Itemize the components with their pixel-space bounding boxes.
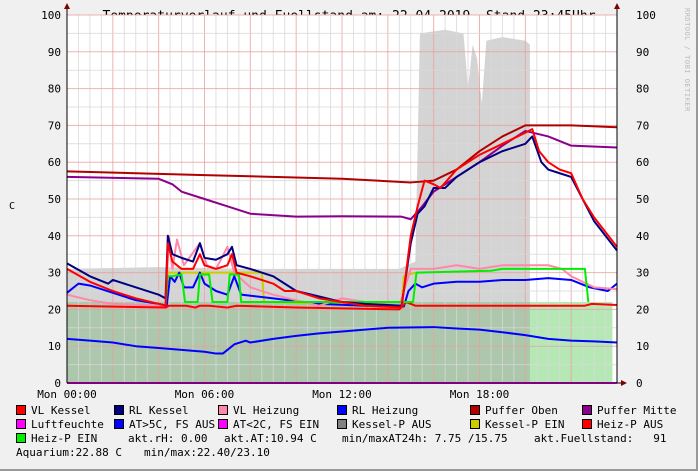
legend-label: Puffer Oben: [485, 404, 558, 417]
legend-swatch: [114, 419, 124, 429]
y-tick-label-right: 20: [636, 303, 649, 316]
legend-item: RL Kessel: [114, 404, 189, 417]
y-tick-label: 60: [48, 156, 61, 169]
legend-item: VL Heizung: [218, 404, 299, 417]
legend-swatch: [337, 405, 347, 415]
legend-item: Heiz-P EIN: [16, 432, 97, 445]
y-tick-label-right: 60: [636, 156, 649, 169]
stat-aquarium: Aquarium:22.88 C: [16, 446, 122, 459]
y-tick-label: 70: [48, 119, 61, 132]
y-tick-label: 40: [48, 230, 61, 243]
y-tick-label: 80: [48, 83, 61, 96]
x-tick-label: Mon 12:00: [312, 388, 372, 400]
y-tick-label-right: 70: [636, 119, 649, 132]
legend-label: Luftfeuchte: [31, 418, 104, 431]
legend-item: Kessel-P EIN: [470, 418, 564, 431]
x-tick-label: Mon 00:00: [37, 388, 97, 400]
x-tick-label: Mon 06:00: [175, 388, 235, 400]
y-tick-label-right: 100: [636, 9, 656, 22]
legend-item: VL Kessel: [16, 404, 91, 417]
legend-swatch: [114, 405, 124, 415]
series-line-heiz-p-aus: [66, 301, 618, 311]
area-fill-0: [67, 302, 613, 383]
legend-label: Kessel-P AUS: [352, 418, 432, 431]
chart-plot: 0 0 10 10 20 20 30 30 40 40 50 50 60 60 70 70 80 80 90 90 10…: [37, 3, 656, 400]
legend-label: VL Heizung: [233, 404, 300, 417]
legend-label: AT>5C, FS AUS: [129, 418, 216, 431]
stat-fuellstand: akt.Fuellstand: 91: [534, 432, 667, 445]
legend-label: RL Heizung: [352, 404, 419, 417]
stat-minmax-at: min/maxAT24h: 7.75 /15.75: [342, 432, 508, 445]
legend-label: AT<2C, FS EIN: [233, 418, 320, 431]
legend-label: Puffer Mitte: [597, 404, 677, 417]
y-tick-label: 20: [48, 303, 61, 316]
series-line-at-5c-fs-aus: [66, 326, 618, 355]
y-tick-label-right: 80: [636, 83, 649, 96]
legend-label: Heiz-P AUS: [597, 418, 664, 431]
y-tick-label: 90: [48, 46, 61, 59]
legend-swatch: [218, 419, 228, 429]
y-tick-label-right: 30: [636, 267, 649, 280]
legend-label: RL Kessel: [129, 404, 189, 417]
legend-item: Luftfeuchte: [16, 418, 104, 431]
y-tick-label: 50: [48, 193, 61, 206]
stat-aquarium-minmax: min/max:22.40/23.10: [144, 446, 270, 459]
y-axis-label: C: [9, 201, 16, 212]
series-line-puffer-mitte: [66, 129, 618, 221]
legend-swatch: [218, 405, 228, 415]
x-axis-arrow-icon: [621, 380, 627, 386]
y-tick-label-right: 0: [636, 377, 643, 390]
legend-swatch: [582, 405, 592, 415]
series-line-heiz-p-ein: [164, 267, 590, 306]
legend-label: VL Kessel: [31, 404, 91, 417]
legend-swatch: [16, 433, 26, 443]
legend-swatch: [470, 419, 480, 429]
y-tick-label-right: 90: [636, 46, 649, 59]
stat-akt-at: akt.AT:10.94 C: [224, 432, 317, 445]
x-tick-label: Mon 18:00: [450, 388, 510, 400]
y-tick-label: 0: [54, 377, 61, 390]
y-tick-label-right: 10: [636, 340, 649, 353]
legend-item: Heiz-P AUS: [582, 418, 663, 431]
legend-item: AT>5C, FS AUS: [114, 418, 215, 431]
legend-label: Heiz-P EIN: [31, 432, 98, 445]
legend-swatch: [582, 419, 592, 429]
watermark: RRDTOOL / TOBI OETIKER: [683, 8, 691, 112]
y-tick-label: 10: [48, 340, 61, 353]
legend-item: RL Heizung: [337, 404, 418, 417]
stat-akt-rh: akt.rH: 0.00: [128, 432, 208, 445]
legend-item: AT<2C, FS EIN: [218, 418, 319, 431]
legend-swatch: [16, 405, 26, 415]
series-line-vl-heizung: [66, 234, 618, 307]
legend-swatch: [337, 419, 347, 429]
y-tick-label-right: 40: [636, 230, 649, 243]
y-axis-right-arrow-icon: [614, 3, 620, 9]
y-tick-label: 100: [41, 9, 61, 22]
series-line-vl-kessel: [66, 128, 618, 309]
legend-swatch: [16, 419, 26, 429]
legend-label: Kessel-P EIN: [485, 418, 565, 431]
y-tick-label-right: 50: [636, 193, 649, 206]
legend-item: Puffer Mitte: [582, 404, 676, 417]
legend-item: Kessel-P AUS: [337, 418, 431, 431]
y-axis-arrow-icon: [64, 3, 70, 9]
y-tick-label: 30: [48, 267, 61, 280]
legend-item: Puffer Oben: [470, 404, 558, 417]
legend-swatch: [470, 405, 480, 415]
